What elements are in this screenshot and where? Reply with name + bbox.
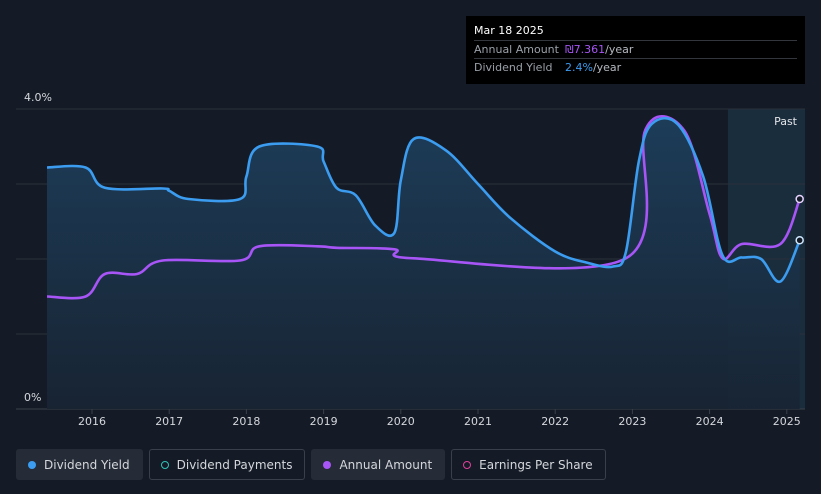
tooltip-annual-label: Annual Amount <box>474 43 559 56</box>
legend-dividend-payments-button[interactable]: Dividend Payments <box>148 449 306 480</box>
dividend-yield-end-marker <box>795 236 804 245</box>
tooltip-yield-row: Dividend Yield 2.4%/year <box>474 59 797 76</box>
dividend-yield-area <box>47 118 800 409</box>
dividend-yield-dot-icon <box>28 460 36 469</box>
tooltip-annual-row: Annual Amount ₪7.361/year <box>474 41 797 59</box>
x-tick-label: 2019 <box>310 415 338 428</box>
tooltip: Mar 18 2025 Annual Amount ₪7.361/year Div… <box>466 16 805 84</box>
x-tick-label: 2025 <box>773 415 801 428</box>
annual-amount-line <box>46 115 801 300</box>
legend-annual-amount-button[interactable]: Annual Amount <box>311 449 446 480</box>
tooltip-yield-unit: /year <box>592 61 622 74</box>
y-tick-label-top: 4.0% <box>24 91 52 104</box>
past-label: Past <box>774 115 798 128</box>
x-tick-label: 2018 <box>232 415 260 428</box>
earnings-per-share-ring-icon <box>463 460 472 469</box>
annual-amount-end-marker <box>795 194 804 204</box>
x-tick-label: 2023 <box>618 415 646 428</box>
tooltip-annual-value: ₪7.361 <box>565 43 606 56</box>
legend: Dividend Yield Dividend Payments Annual … <box>16 449 606 480</box>
tooltip-date: Mar 18 2025 <box>474 22 797 41</box>
x-tick-label: 2021 <box>464 415 492 428</box>
annual-amount-dot-icon <box>323 460 332 469</box>
x-tick-label: 2017 <box>155 415 183 428</box>
tooltip-yield-value: 2.4% <box>565 61 593 74</box>
x-tick-label: 2022 <box>541 415 569 428</box>
x-tick-label: 2016 <box>78 415 106 428</box>
x-tick-label: 2024 <box>696 415 724 428</box>
legend-dividend-yield-label: Dividend Yield <box>44 457 130 472</box>
y-tick-label-bottom: 0% <box>24 391 41 404</box>
legend-dividend-yield-button[interactable]: Dividend Yield <box>16 449 143 480</box>
legend-earnings-per-share-label: Earnings Per Share <box>479 457 593 472</box>
x-tick-label: 2020 <box>387 415 415 428</box>
tooltip-yield-label: Dividend Yield <box>474 61 553 74</box>
tooltip-annual-unit: /year <box>605 43 634 56</box>
x-axis-ticks: 2016 2017 2018 2019 2020 2021 2022 2023 2024 2025 <box>78 409 801 428</box>
legend-dividend-payments-label: Dividend Payments <box>176 457 293 472</box>
legend-annual-amount-label: Annual Amount <box>339 457 433 472</box>
dividend-payments-ring-icon <box>160 460 169 469</box>
legend-earnings-per-share-button[interactable]: Earnings Per Share <box>451 449 606 480</box>
dividend-yield-line <box>46 116 801 283</box>
